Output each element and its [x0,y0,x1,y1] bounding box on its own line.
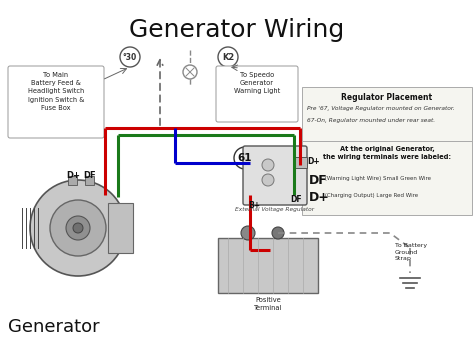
Circle shape [241,226,255,240]
Circle shape [50,200,106,256]
Circle shape [30,180,126,276]
FancyBboxPatch shape [216,66,298,122]
Text: DF: DF [309,174,328,187]
Circle shape [66,216,90,240]
Text: D+: D+ [309,191,330,204]
Circle shape [234,147,256,169]
Text: °30: °30 [123,53,137,62]
Text: 67-On, Regulator mounted under rear seat.: 67-On, Regulator mounted under rear seat… [307,118,435,123]
Text: Generator: Generator [8,318,100,336]
Text: (Warning Light Wire) Small Green Wire: (Warning Light Wire) Small Green Wire [323,176,431,181]
Text: B+: B+ [248,200,260,209]
Text: To Main
Battery Feed &
Headlight Switch
Ignition Switch &
Fuse Box: To Main Battery Feed & Headlight Switch … [28,72,84,111]
Text: K2: K2 [222,53,234,62]
FancyBboxPatch shape [218,238,318,293]
Text: D+: D+ [66,172,80,181]
Text: To Battery
Ground
Strap: To Battery Ground Strap [395,243,427,261]
Text: DF: DF [84,172,96,181]
Text: Generator Wiring: Generator Wiring [129,18,345,42]
Circle shape [262,159,274,171]
FancyBboxPatch shape [8,66,104,138]
FancyBboxPatch shape [108,203,133,253]
Text: To Speedo
Generator
Warning Light: To Speedo Generator Warning Light [234,72,280,94]
FancyBboxPatch shape [294,156,308,167]
Text: Pre '67, Voltage Regulator mounted on Generator.: Pre '67, Voltage Regulator mounted on Ge… [307,106,455,111]
Text: Regulator Placement: Regulator Placement [341,93,433,102]
FancyBboxPatch shape [302,87,472,141]
FancyBboxPatch shape [302,141,472,215]
Text: At the original Generator,
the wiring terminals were labeled:: At the original Generator, the wiring te… [323,146,451,160]
FancyBboxPatch shape [69,175,78,184]
Text: Positive
Terminal: Positive Terminal [254,297,282,310]
Text: 61: 61 [238,153,252,163]
Text: (Charging Output) Large Red Wire: (Charging Output) Large Red Wire [323,193,418,198]
Text: DF: DF [290,195,301,204]
Circle shape [272,227,284,239]
FancyBboxPatch shape [243,146,307,205]
Circle shape [262,174,274,186]
Text: D+: D+ [307,157,319,166]
Circle shape [73,223,83,233]
Text: External Voltage Regulator: External Voltage Regulator [236,207,315,212]
FancyBboxPatch shape [85,175,94,184]
